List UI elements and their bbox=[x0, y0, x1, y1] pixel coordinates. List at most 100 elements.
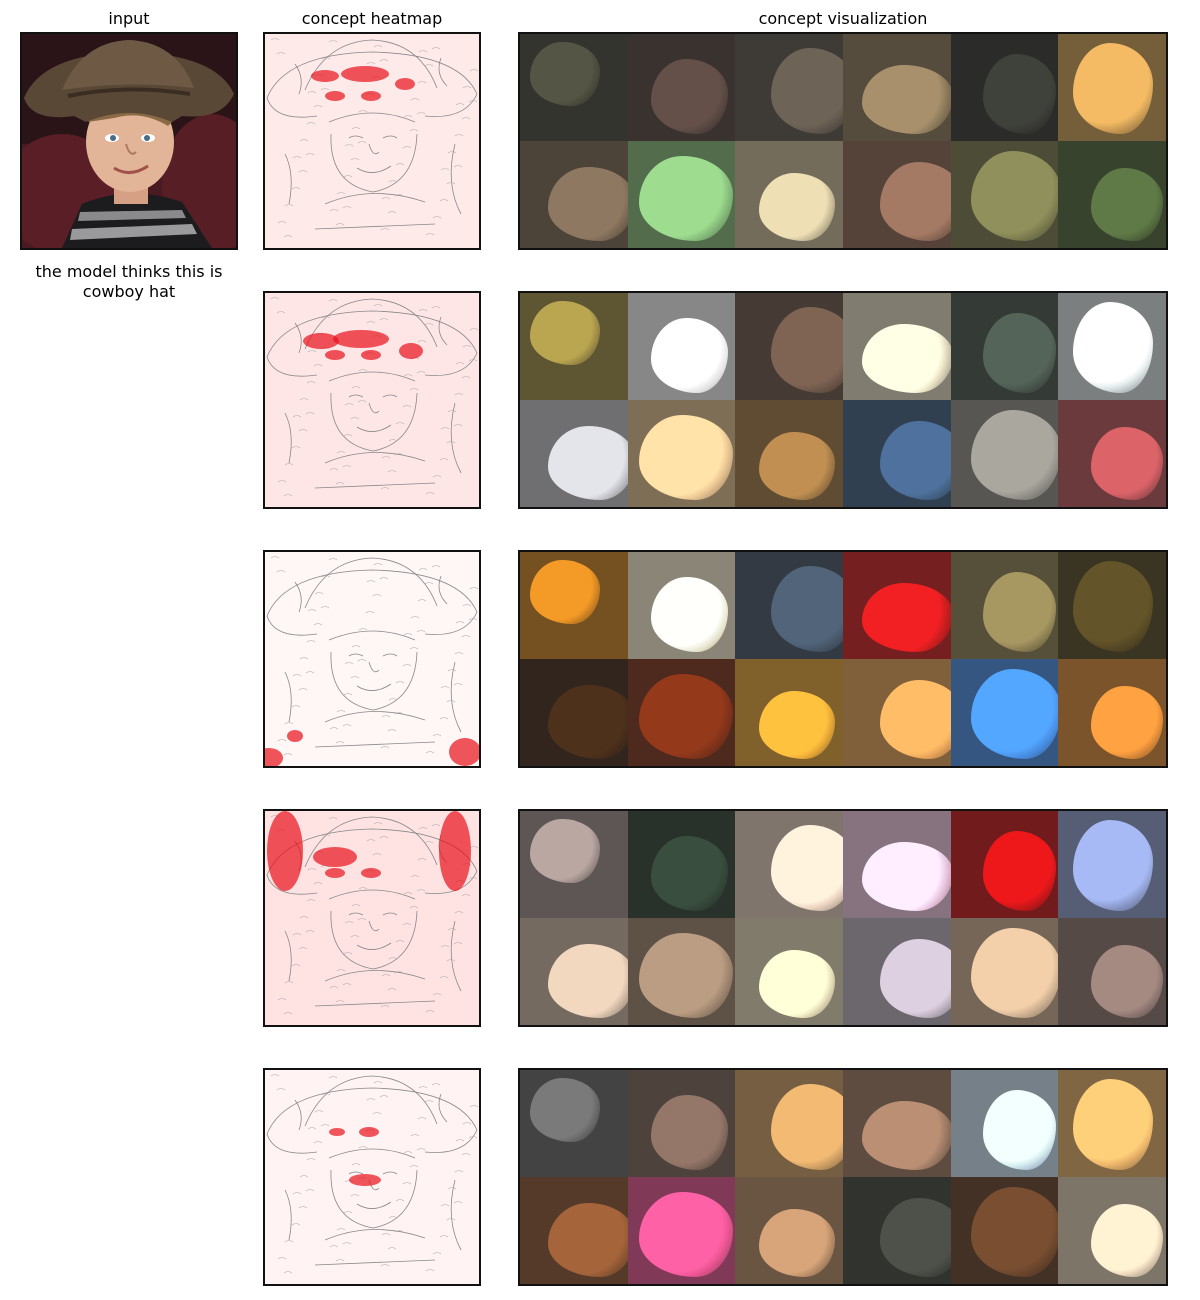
heatmap-texture-stroke bbox=[403, 115, 413, 118]
concept-example-tile bbox=[842, 400, 951, 507]
heatmap-texture-stroke bbox=[380, 746, 390, 749]
heatmap-edge-line bbox=[324, 452, 426, 464]
heatmap-hotspot bbox=[325, 91, 345, 101]
heatmap-texture-stroke bbox=[453, 165, 463, 168]
heatmap-texture-stroke bbox=[344, 403, 354, 406]
heatmap-texture-stroke bbox=[410, 875, 420, 878]
heatmap-texture-stroke bbox=[343, 434, 353, 437]
tile-highlight-region bbox=[982, 831, 1056, 911]
tile-highlight-region bbox=[879, 1198, 951, 1277]
heatmap-texture-stroke bbox=[409, 1165, 419, 1168]
heatmap-texture-stroke bbox=[402, 1182, 412, 1185]
heatmap-texture-stroke bbox=[446, 959, 456, 962]
heatmap-edge-line bbox=[294, 63, 302, 95]
heatmap-texture-stroke bbox=[453, 424, 463, 427]
heatmap-edge-line bbox=[356, 1201, 392, 1209]
heatmap-texture-stroke bbox=[305, 412, 315, 415]
heatmap-texture-stroke bbox=[395, 422, 405, 425]
heatmap-texture-stroke bbox=[328, 299, 338, 302]
heatmap-texture-stroke bbox=[314, 592, 324, 595]
heatmap-edge-line bbox=[348, 135, 364, 139]
concept-heatmap-3 bbox=[263, 550, 481, 768]
heatmap-edge-line bbox=[314, 741, 436, 748]
heatmap-texture-stroke bbox=[299, 139, 309, 142]
heatmap-texture-stroke bbox=[402, 664, 412, 667]
heatmap-texture-stroke bbox=[425, 233, 435, 236]
tile-highlight-region bbox=[530, 560, 600, 624]
heatmap-texture-stroke bbox=[306, 899, 316, 902]
heatmap-texture-stroke bbox=[284, 981, 294, 984]
heatmap-texture-stroke bbox=[425, 751, 435, 754]
heatmap-texture-stroke bbox=[342, 206, 352, 209]
heatmap-texture-stroke bbox=[468, 618, 478, 621]
tile-highlight-region bbox=[970, 928, 1059, 1018]
concept-example-tile bbox=[735, 918, 843, 1025]
tile-highlight-region bbox=[982, 572, 1056, 652]
heatmap-texture-stroke bbox=[455, 1139, 465, 1142]
heatmap-column-title: concept heatmap bbox=[301, 9, 443, 28]
heatmap-texture-stroke bbox=[284, 463, 294, 466]
concept-example-tile bbox=[627, 659, 736, 766]
heatmap-texture-stroke bbox=[329, 468, 339, 471]
heatmap-texture-stroke bbox=[291, 187, 301, 190]
heatmap-texture-stroke bbox=[320, 88, 330, 91]
prediction-caption: the model thinks this is cowboy hat bbox=[35, 262, 223, 301]
heatmap-hotspot bbox=[361, 868, 381, 878]
heatmap-texture-stroke bbox=[379, 318, 389, 321]
tile-highlight-region bbox=[530, 42, 600, 106]
heatmap-texture-stroke bbox=[320, 606, 330, 609]
heatmap-texture-stroke bbox=[394, 194, 404, 197]
heatmap-texture-stroke bbox=[440, 168, 450, 171]
heatmap-hotspot bbox=[349, 1174, 381, 1186]
heatmap-edge-line bbox=[330, 133, 418, 193]
heatmap-texture-stroke bbox=[283, 1012, 293, 1015]
heatmap-edge-line bbox=[438, 575, 448, 605]
heatmap-texture-stroke bbox=[468, 359, 478, 362]
concept-example-tile bbox=[950, 552, 1059, 659]
heatmap-hotspot bbox=[361, 350, 381, 360]
heatmap-texture-stroke bbox=[358, 628, 368, 631]
heatmap-edge-line bbox=[356, 683, 392, 691]
tile-highlight-region bbox=[970, 1187, 1059, 1277]
concept-example-tile bbox=[520, 400, 628, 507]
heatmap-texture-stroke bbox=[342, 724, 352, 727]
heatmap-texture-stroke bbox=[313, 1141, 323, 1144]
heatmap-texture-stroke bbox=[328, 40, 338, 43]
concept-example-tile bbox=[842, 1070, 951, 1177]
concept-example-tile bbox=[627, 811, 736, 918]
tile-highlight-region bbox=[771, 825, 843, 911]
heatmap-texture-stroke bbox=[343, 693, 353, 696]
heatmap-texture-stroke bbox=[372, 853, 382, 856]
heatmap-texture-stroke bbox=[453, 683, 463, 686]
concept-example-tile bbox=[1058, 34, 1166, 141]
heatmap-texture-stroke bbox=[468, 100, 478, 103]
heatmap-edge-line bbox=[450, 661, 462, 733]
input-column-title: input bbox=[108, 9, 150, 28]
heatmap-texture-stroke bbox=[299, 916, 309, 919]
heatmap-texture-stroke bbox=[366, 580, 376, 583]
concept-example-tile bbox=[627, 1177, 736, 1284]
heatmap-texture-stroke bbox=[328, 1076, 338, 1079]
heatmap-texture-stroke bbox=[283, 1271, 293, 1274]
heatmap-edge-line bbox=[438, 57, 448, 87]
heatmap-texture-stroke bbox=[321, 316, 331, 319]
concept-example-tile bbox=[627, 400, 736, 507]
heatmap-texture-stroke bbox=[313, 882, 323, 885]
heatmap-texture-stroke bbox=[455, 362, 465, 365]
heatmap-texture-stroke bbox=[298, 170, 308, 173]
heatmap-texture-stroke bbox=[409, 647, 419, 650]
heatmap-texture-stroke bbox=[439, 717, 449, 720]
heatmap-texture-stroke bbox=[469, 328, 479, 331]
tile-highlight-region bbox=[1091, 427, 1164, 500]
concept-example-tile bbox=[627, 34, 736, 141]
concept-example-tile bbox=[735, 34, 843, 141]
heatmap-texture-stroke bbox=[417, 81, 427, 84]
heatmap-edge-line bbox=[328, 371, 416, 382]
concept-example-tile bbox=[1058, 293, 1166, 400]
heatmap-edge-line bbox=[266, 615, 318, 636]
heatmap-texture-stroke bbox=[373, 1081, 383, 1084]
heatmap-texture-stroke bbox=[366, 62, 376, 65]
heatmap-edge-sketch bbox=[265, 293, 479, 507]
concept-example-tile bbox=[842, 918, 951, 1025]
tile-highlight-region bbox=[861, 324, 951, 393]
